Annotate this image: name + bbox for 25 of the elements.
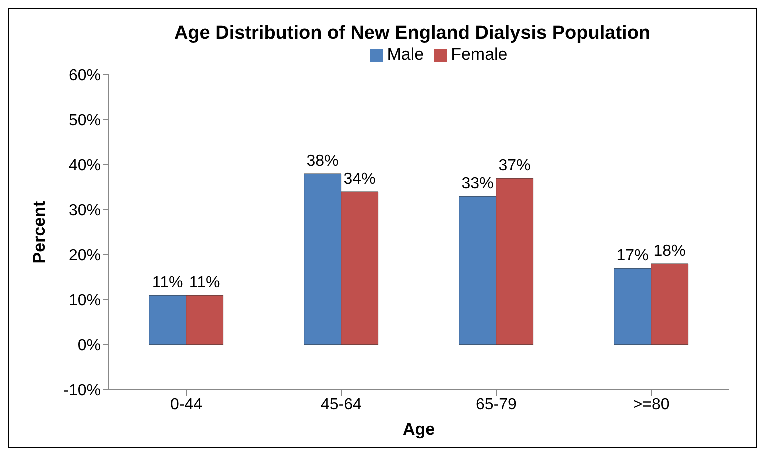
data-label: 33%	[462, 176, 494, 192]
data-label: 11%	[189, 274, 220, 292]
data-label: 11%	[152, 274, 184, 292]
y-tick-label: 50%	[68, 112, 101, 130]
x-tick-label: >=80	[633, 396, 670, 414]
y-tick-label: 20%	[68, 248, 101, 265]
y-tick-label: 10%	[68, 292, 101, 310]
y-tick-label: 60%	[68, 68, 101, 85]
y-tick-label: -10%	[64, 382, 101, 400]
x-axis-title: Age	[402, 420, 436, 439]
data-label: 17%	[616, 248, 649, 264]
data-label: 37%	[498, 158, 531, 174]
y-tick-label: 40%	[68, 158, 101, 175]
data-label: 38%	[306, 153, 339, 170]
data-label: 18%	[654, 243, 686, 260]
y-tick-label: 30%	[68, 202, 101, 220]
x-tick-label: 45-64	[321, 396, 362, 414]
x-tick-label: 0-44	[170, 396, 203, 414]
y-tick-label: 0%	[78, 338, 101, 355]
x-tick-label: 65-79	[476, 396, 518, 414]
y-axis-title: Percent	[30, 200, 50, 264]
chart-title: Age Distribution of New England Dialysis Population	[173, 23, 652, 45]
data-label: 34%	[344, 171, 376, 188]
legend-label: Female	[451, 45, 508, 64]
legend-label: Male	[387, 45, 424, 64]
